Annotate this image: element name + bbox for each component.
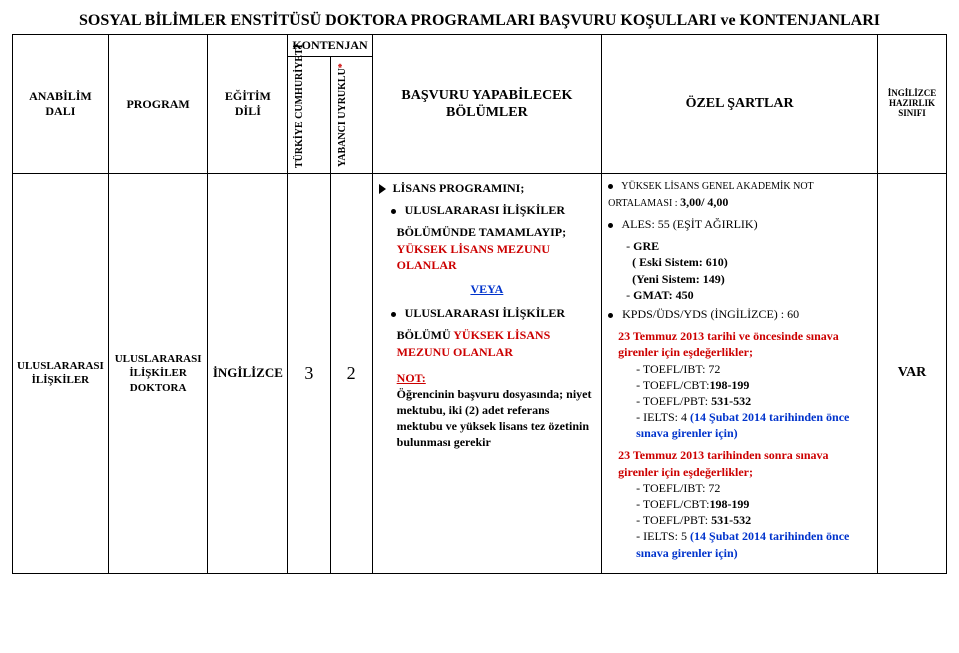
appls-b2: ULUSLARARASI İLİŞKİLER <box>405 306 565 320</box>
cond-toefl-cbt-2: TOEFL/CBT: <box>643 497 710 511</box>
cond-toefl-pbt-2: TOEFL/PBT: <box>643 513 711 527</box>
cond-before-list: TOEFL/IBT: 72 TOEFL/CBT:198-199 TOEFL/PB… <box>618 361 871 442</box>
appls-or: VEYA <box>470 282 503 296</box>
cond-gre-new: (Yeni Sistem: 149) <box>632 272 725 286</box>
bullet-icon <box>608 184 613 189</box>
cond-gpa-val: 3,00/ 4,00 <box>680 195 728 209</box>
table-row: ULUSLARARASI İLİŞKİLER ULUSLARARASI İLİŞ… <box>13 174 947 574</box>
appls-l1a: BÖLÜMÜNDE TAMAMLAYIP; <box>397 225 566 239</box>
cond-cbt-val-1: 198-199 <box>709 378 749 392</box>
cell-conditions: YÜKSEK LİSANS GENEL AKADEMİK NOT ORTALAM… <box>602 174 878 574</box>
th-foreign-label: YABANCI UYRUKLU <box>337 68 348 167</box>
cond-after-list: TOEFL/IBT: 72 TOEFL/CBT:198-199 TOEFL/PB… <box>618 480 871 561</box>
cell-lang: İNGİLİZCE <box>208 174 288 574</box>
cell-tc: 3 <box>288 174 330 574</box>
cond-cbt-val-2: 198-199 <box>709 497 749 511</box>
cell-foreign: 2 <box>330 174 372 574</box>
asterisk-icon: * <box>337 63 348 68</box>
cond-toefl-ibt-1: TOEFL/IBT: 72 <box>643 362 721 376</box>
cond-toefl-cbt-1: TOEFL/CBT: <box>643 378 710 392</box>
cond-list-1: GRE ( Eski Sistem: 610) (Yeni Sistem: 14… <box>608 238 871 303</box>
th-foreign-text: YABANCI UYRUKLU* <box>335 60 350 170</box>
cond-kpds: KPDS/ÜDS/YDS (İNGİLİZCE) : 60 <box>622 307 799 321</box>
cond-ielts5-a: IELTS: 5 <box>643 529 687 543</box>
header-row-1: ANABİLİM DALI PROGRAM EĞİTİM DİLİ KONTEN… <box>13 35 947 57</box>
cell-prep: VAR <box>878 174 947 574</box>
appls-l2a: BÖLÜMÜ <box>397 328 454 342</box>
main-table: ANABİLİM DALI PROGRAM EĞİTİM DİLİ KONTEN… <box>12 34 947 574</box>
cond-pbt-val-1: 531-532 <box>711 394 751 408</box>
cond-ales: ALES: 55 (EŞİT AĞIRLIK) <box>621 217 757 231</box>
page-title: SOSYAL BİLİMLER ENSTİTÜSÜ DOKTORA PROGRA… <box>12 12 947 30</box>
bullet-icon <box>608 313 613 318</box>
cond-toefl-pbt-1: TOEFL/PBT: <box>643 394 711 408</box>
th-prep: İNGİLİZCE HAZIRLIK SINIFI <box>878 35 947 174</box>
bullet-icon <box>391 209 396 214</box>
cond-gre-label: GRE <box>633 239 659 253</box>
cell-dept: ULUSLARARASI İLİŞKİLER <box>13 174 109 574</box>
cell-applications: LİSANS PROGRAMINI; ULUSLARARASI İLİŞKİLE… <box>372 174 601 574</box>
appls-note-label: NOT: <box>397 371 426 385</box>
th-applications: BAŞVURU YAPABİLECEK BÖLÜMLER <box>372 35 601 174</box>
cond-toefl-ibt-2: TOEFL/IBT: 72 <box>643 481 721 495</box>
cond-after-label: 23 Temmuz 2013 tarihinden sonra sınava g… <box>618 448 828 478</box>
cond-gre-old: ( Eski Sistem: 610) <box>632 255 728 269</box>
bullet-icon <box>391 312 396 317</box>
th-lang: EĞİTİM DİLİ <box>208 35 288 174</box>
cond-pbt-val-2: 531-532 <box>711 513 751 527</box>
cond-gmat: GMAT: 450 <box>633 288 694 302</box>
bullet-icon <box>608 223 613 228</box>
page: SOSYAL BİLİMLER ENSTİTÜSÜ DOKTORA PROGRA… <box>12 12 947 574</box>
appls-b1: ULUSLARARASI İLİŞKİLER <box>405 203 565 217</box>
appls-heading: LİSANS PROGRAMINI; <box>393 181 525 195</box>
th-foreign: YABANCI UYRUKLU* <box>330 57 372 174</box>
arrow-icon <box>379 184 386 194</box>
th-program: PROGRAM <box>108 35 208 174</box>
appls-note: Öğrencinin başvuru dosyasında; niyet mek… <box>397 387 592 450</box>
appls-l1b: YÜKSEK LİSANS MEZUNU OLANLAR <box>397 242 550 272</box>
th-tc-text: TÜRKİYE CUMHURİYETİ <box>292 60 307 170</box>
th-conditions: ÖZEL ŞARTLAR <box>602 35 878 174</box>
cond-before-label: 23 Temmuz 2013 tarihi ve öncesinde sınav… <box>618 329 839 359</box>
cell-program: ULUSLARARASI İLİŞKİLER DOKTORA <box>108 174 208 574</box>
th-tc: TÜRKİYE CUMHURİYETİ <box>288 57 330 174</box>
th-dept: ANABİLİM DALI <box>13 35 109 174</box>
cond-ielts4-a: IELTS: 4 <box>643 410 687 424</box>
